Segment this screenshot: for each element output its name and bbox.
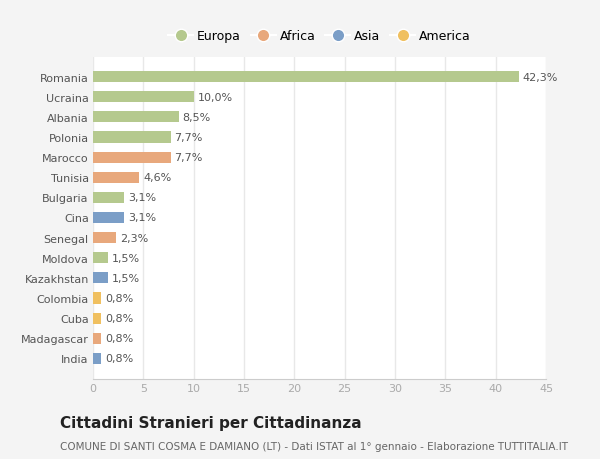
Text: 0,8%: 0,8% (105, 353, 133, 364)
Text: 7,7%: 7,7% (175, 133, 203, 143)
Text: 3,1%: 3,1% (128, 213, 157, 223)
Bar (93, 172, 139, 184)
Text: 42,3%: 42,3% (523, 73, 558, 83)
Bar (93, 273, 108, 284)
Text: 1,5%: 1,5% (112, 273, 140, 283)
Text: 4,6%: 4,6% (143, 173, 172, 183)
Legend: Europa, Africa, Asia, America: Europa, Africa, Asia, America (163, 25, 476, 48)
Text: 7,7%: 7,7% (175, 153, 203, 163)
Bar (93, 313, 101, 324)
Text: 0,8%: 0,8% (105, 293, 133, 303)
Text: 0,8%: 0,8% (105, 313, 133, 324)
Text: COMUNE DI SANTI COSMA E DAMIANO (LT) - Dati ISTAT al 1° gennaio - Elaborazione T: COMUNE DI SANTI COSMA E DAMIANO (LT) - D… (60, 441, 568, 451)
Text: 10,0%: 10,0% (197, 93, 233, 102)
Text: 0,8%: 0,8% (105, 334, 133, 343)
Bar (93, 112, 179, 123)
Bar (93, 132, 170, 143)
Bar (93, 293, 101, 304)
Bar (93, 72, 519, 83)
Bar (93, 353, 101, 364)
Bar (93, 192, 124, 203)
Bar (93, 233, 116, 244)
Text: 1,5%: 1,5% (112, 253, 140, 263)
Text: 2,3%: 2,3% (120, 233, 148, 243)
Text: 3,1%: 3,1% (128, 193, 157, 203)
Text: Cittadini Stranieri per Cittadinanza: Cittadini Stranieri per Cittadinanza (60, 415, 362, 431)
Bar (93, 213, 124, 224)
Bar (93, 252, 108, 264)
Bar (93, 92, 194, 103)
Text: 8,5%: 8,5% (182, 112, 211, 123)
Bar (93, 152, 170, 163)
Bar (93, 333, 101, 344)
